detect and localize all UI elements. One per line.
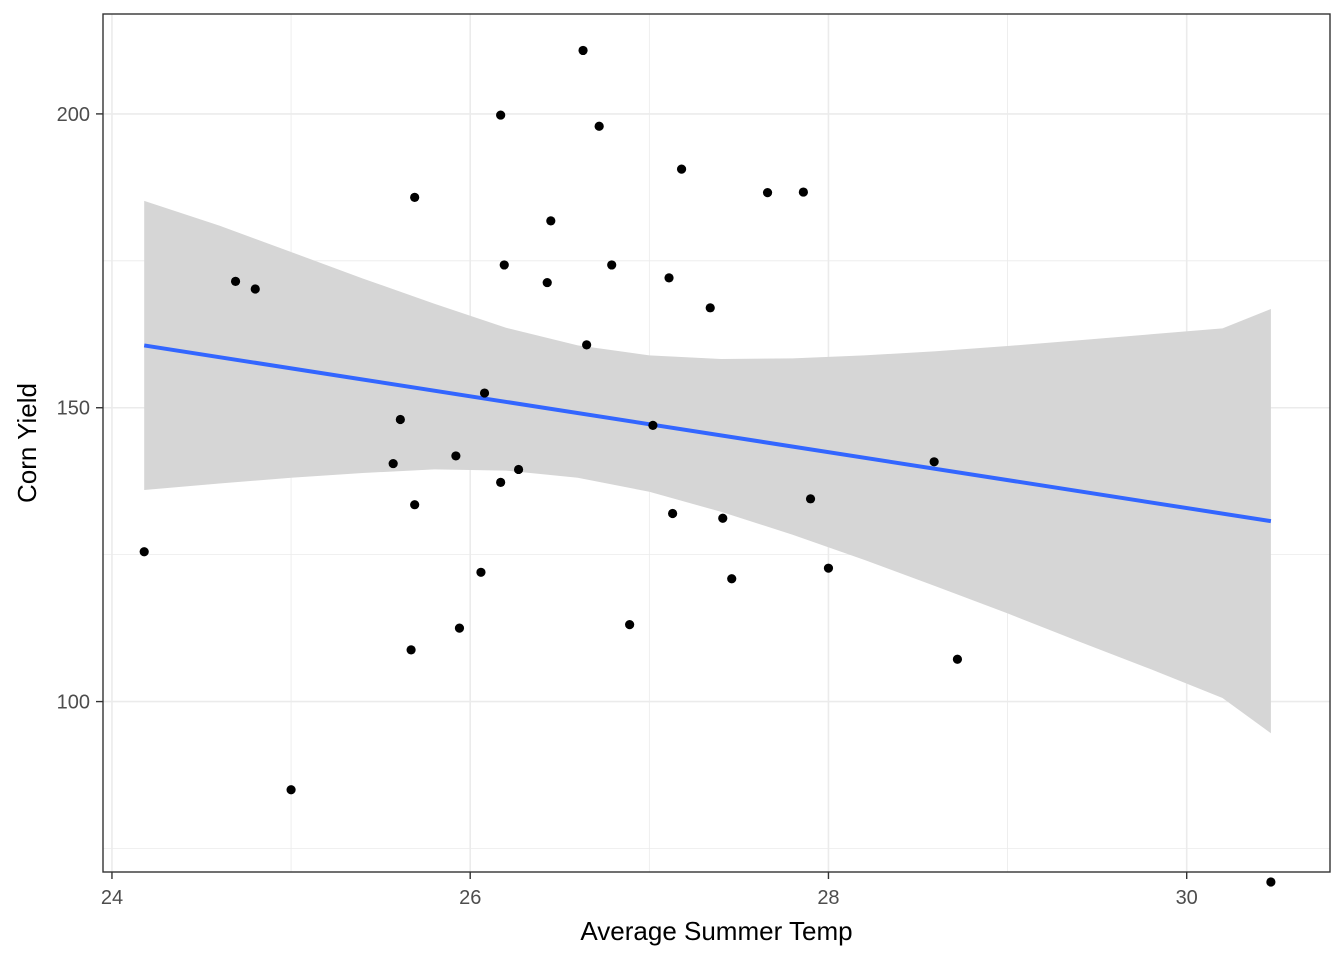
data-point: [1266, 877, 1276, 887]
data-point: [496, 477, 506, 487]
y-axis-title: Corn Yield: [12, 383, 42, 503]
panel-border: [102, 13, 1331, 873]
data-point: [230, 276, 241, 286]
x-axis: 24 26 28 30: [101, 872, 1198, 909]
data-point: [648, 420, 658, 430]
data-point: [250, 284, 260, 294]
data-point: [798, 187, 808, 197]
data-point: [607, 260, 617, 270]
data-point: [805, 494, 816, 504]
data-point: [664, 273, 674, 283]
y-tick-label: 100: [57, 692, 90, 714]
data-point: [727, 574, 737, 584]
data-point: [286, 785, 296, 795]
confidence-band: [144, 200, 1271, 734]
data-point: [929, 457, 939, 467]
data-point: [406, 645, 416, 655]
data-point: [388, 458, 398, 469]
data-point: [451, 451, 461, 461]
fit-line-layer: [143, 343, 1272, 524]
data-point: [410, 500, 420, 510]
data-point: [625, 619, 635, 630]
data-point: [499, 260, 509, 270]
data-point: [454, 623, 465, 633]
data-point: [479, 388, 490, 398]
data-point: [582, 340, 592, 350]
data-point: [496, 110, 506, 120]
x-tick-label: 28: [817, 887, 839, 909]
data-point: [542, 277, 552, 288]
x-tick-label: 24: [101, 887, 123, 909]
points-layer: [139, 45, 1276, 887]
y-tick-label: 150: [57, 398, 90, 420]
data-point: [668, 508, 678, 519]
regression-line: [143, 343, 1272, 524]
data-point: [139, 547, 149, 557]
data-point: [578, 45, 588, 56]
confidence-band-layer: [144, 200, 1271, 734]
data-point: [395, 414, 405, 425]
data-point: [676, 164, 687, 174]
data-point: [718, 513, 728, 523]
data-point: [546, 216, 556, 226]
y-axis: 100 150 200: [57, 104, 103, 714]
data-point: [513, 464, 524, 475]
data-point: [705, 303, 715, 313]
data-point: [410, 192, 420, 202]
y-tick-label: 200: [57, 104, 90, 126]
data-point: [762, 188, 773, 198]
x-axis-title: Average Summer Temp: [580, 916, 852, 946]
x-tick-label: 30: [1176, 887, 1198, 909]
data-point: [594, 121, 604, 131]
x-tick-label: 26: [459, 887, 481, 909]
data-point: [952, 654, 963, 664]
data-point: [476, 567, 486, 577]
data-point: [823, 563, 834, 573]
